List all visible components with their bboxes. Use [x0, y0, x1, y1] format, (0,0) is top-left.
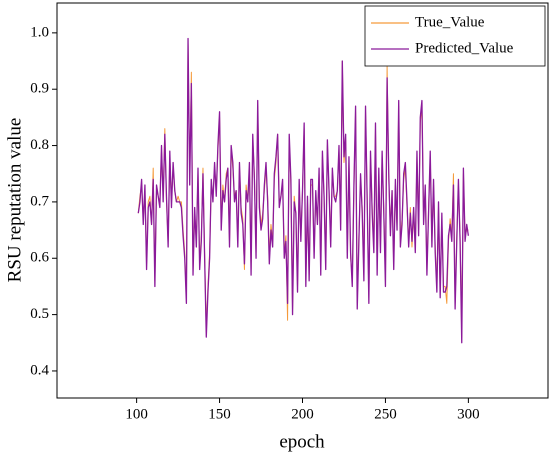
y-tick-label: 0.6 [30, 250, 49, 266]
x-tick-label: 200 [291, 406, 314, 422]
x-tick-label: 300 [457, 406, 480, 422]
legend-label: Predicted_Value [415, 40, 514, 56]
x-tick-label: 150 [208, 406, 231, 422]
x-tick-label: 100 [125, 406, 148, 422]
y-tick-label: 0.9 [30, 81, 49, 97]
legend-label: True_Value [415, 14, 485, 30]
y-tick-label: 0.4 [30, 362, 49, 378]
y-tick-label: 0.7 [30, 193, 49, 209]
x-tick-label: 250 [374, 406, 397, 422]
x-axis-label: epoch [279, 431, 325, 452]
legend-box [364, 5, 546, 67]
series-line [137, 37, 470, 344]
y-axis-label: RSU reputation value [4, 118, 25, 283]
y-tick-label: 1.0 [30, 24, 49, 40]
y-tick-label: 0.5 [30, 306, 49, 322]
y-tick-label: 0.8 [30, 137, 49, 153]
